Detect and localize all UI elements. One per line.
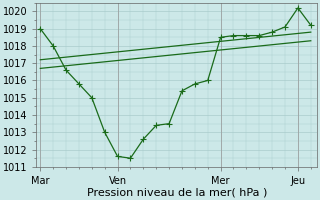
X-axis label: Pression niveau de la mer( hPa ): Pression niveau de la mer( hPa ) — [87, 187, 267, 197]
